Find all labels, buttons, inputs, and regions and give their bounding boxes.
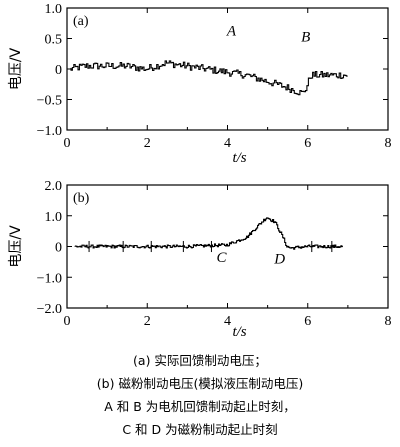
- x-tick-label: 8: [385, 314, 392, 329]
- y-axis-label: 电压/V: [8, 225, 24, 268]
- y-tick-label: −2.0: [37, 302, 62, 317]
- caption-line-2: (b) 磁粉制动电压(模拟液压制动电压): [96, 376, 304, 391]
- caption-line-1: (a) 实际回馈制动电压；: [133, 353, 267, 368]
- x-tick-label: 4: [224, 136, 231, 151]
- annotation-A: A: [226, 23, 237, 39]
- x-tick-label: 0: [64, 136, 71, 151]
- figure-canvas: 0 2 4 6 8 −1.0 −0.5 0 0.5 1.0 电压/V t/s (a) A B 0 2 4 6 8 −2…: [8, 2, 392, 340]
- y-axis-label: 电压/V: [8, 47, 24, 90]
- x-tick-label: 4: [224, 314, 231, 329]
- annotation-C: C: [216, 250, 227, 266]
- x-tick-label: 0: [64, 314, 71, 329]
- y-tick-label: 0: [55, 63, 62, 78]
- y-tick-label: −1.0: [37, 124, 62, 139]
- x-tick-label: 6: [304, 314, 311, 329]
- panel-label: (b): [73, 191, 90, 206]
- y-tick-label: 1.0: [45, 210, 63, 225]
- chart-panel-a: 0 2 4 6 8 −1.0 −0.5 0 0.5 1.0 电压/V t/s (a) A B: [8, 2, 392, 166]
- y-tick-label: 2.0: [45, 179, 63, 194]
- x-tick-label: 8: [385, 136, 392, 151]
- x-tick-label: 6: [304, 136, 311, 151]
- y-tick-label: −0.5: [37, 94, 62, 109]
- y-tick-label: 0.5: [45, 33, 63, 48]
- x-tick-label: 2: [144, 136, 151, 151]
- signal-line-b: [74, 217, 343, 250]
- caption-line-4: C 和 D 为磁粉制动起止时刻: [122, 422, 278, 437]
- annotation-B: B: [301, 30, 310, 46]
- y-tick-label: −1.0: [37, 271, 62, 286]
- y-tick-label: 1.0: [45, 2, 63, 17]
- x-tick-label: 2: [144, 314, 151, 329]
- caption-line-3: A 和 B 为电机回馈制动起止时刻，: [104, 399, 296, 414]
- x-axis-label: t/s: [232, 150, 246, 166]
- panel-label: (a): [73, 14, 89, 29]
- chart-panel-b: 0 2 4 6 8 −2.0 −1.0 0 1.0 2.0 电压/V t/s (b) C D: [8, 179, 392, 340]
- y-tick-label: 0: [55, 241, 62, 256]
- annotation-D: D: [273, 251, 285, 267]
- signal-line-a: [70, 60, 348, 96]
- x-axis-label: t/s: [232, 324, 246, 340]
